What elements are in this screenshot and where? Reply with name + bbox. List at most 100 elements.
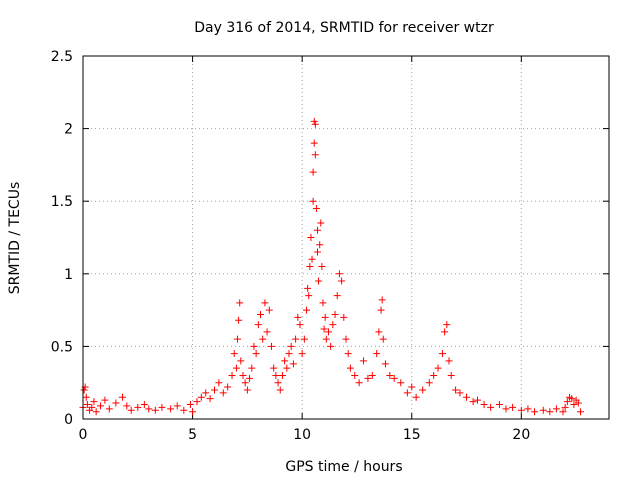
data-point (281, 357, 289, 365)
data-point (186, 400, 194, 408)
data-point (250, 342, 258, 350)
data-point (246, 374, 254, 382)
data-point (276, 386, 284, 394)
data-point (434, 364, 442, 372)
x-tick-label: 20 (512, 427, 530, 443)
data-point (90, 398, 98, 406)
data-point (252, 350, 260, 358)
data-point (263, 328, 271, 336)
data-point (292, 335, 300, 343)
data-point (327, 342, 335, 350)
data-point (197, 393, 205, 401)
data-point (287, 342, 295, 350)
data-point (267, 342, 275, 350)
data-point (236, 299, 244, 307)
data-point (235, 316, 243, 324)
data-point (151, 406, 159, 414)
data-point (239, 371, 247, 379)
data-point (259, 335, 267, 343)
data-point (300, 335, 308, 343)
data-point (254, 321, 262, 329)
data-point (243, 386, 251, 394)
data-point (474, 396, 481, 404)
data-point (469, 398, 477, 406)
chart-title: Day 316 of 2014, SRMTID for receiver wtz… (194, 20, 494, 36)
data-point (101, 396, 109, 404)
data-point (447, 371, 455, 379)
data-point (311, 151, 319, 159)
data-point (368, 371, 376, 379)
data-point (397, 379, 405, 387)
data-point (574, 399, 582, 407)
data-point (296, 321, 304, 329)
data-point (331, 310, 339, 318)
axis-ticks: 0 5 10 15 20 0 0.5 1 1.5 2 2.5 (51, 49, 609, 443)
data-point (340, 313, 348, 321)
data-point (546, 408, 554, 416)
data-point (530, 408, 538, 416)
data-point (377, 306, 385, 314)
data-point (552, 405, 560, 413)
data-point (82, 393, 90, 401)
data-point (539, 406, 547, 414)
data-point (321, 313, 329, 321)
data-point (338, 277, 346, 285)
data-point (378, 296, 386, 304)
data-point (134, 403, 142, 411)
data-point (241, 379, 249, 387)
y-tick-label: 1 (64, 267, 73, 283)
data-point (105, 405, 113, 413)
x-tick-label: 10 (293, 427, 311, 443)
data-point (311, 120, 319, 128)
data-point (278, 371, 286, 379)
data-point (419, 386, 427, 394)
data-point (270, 364, 278, 372)
data-point (381, 360, 389, 368)
y-tick-label: 1.5 (51, 194, 73, 210)
data-point (309, 197, 317, 205)
grid-lines (83, 56, 609, 419)
data-point (452, 386, 460, 394)
data-point (379, 335, 387, 343)
data-point (97, 402, 105, 410)
data-point (189, 408, 197, 416)
x-tick-label: 0 (79, 427, 88, 443)
data-point (173, 402, 181, 410)
data-point (219, 389, 227, 397)
data-point (568, 395, 576, 403)
x-tick-label: 15 (403, 427, 421, 443)
data-point (577, 408, 585, 416)
data-point (304, 284, 312, 292)
data-point (430, 371, 438, 379)
data-point (403, 389, 411, 397)
data-point (127, 406, 135, 414)
data-point (425, 379, 433, 387)
data-point (167, 405, 175, 413)
data-point (342, 335, 350, 343)
data-point (317, 219, 325, 227)
data-point (80, 386, 88, 394)
y-tick-label: 2.5 (51, 49, 73, 65)
data-point (346, 364, 354, 372)
y-tick-label: 0 (64, 412, 73, 428)
data-point (319, 299, 327, 307)
data-point (329, 321, 337, 329)
data-point (480, 400, 488, 408)
data-point (123, 402, 131, 410)
data-point (386, 371, 394, 379)
data-point (92, 408, 100, 416)
data-point (314, 248, 322, 256)
data-point (373, 350, 381, 358)
data-point (322, 335, 330, 343)
data-point (303, 306, 311, 314)
data-point (234, 335, 242, 343)
data-point (320, 325, 328, 333)
data-point (283, 364, 291, 372)
data-point (272, 371, 280, 379)
data-point (502, 405, 510, 413)
data-point (445, 357, 453, 365)
data-point (248, 364, 256, 372)
data-point (312, 204, 320, 212)
data-point (438, 350, 446, 358)
